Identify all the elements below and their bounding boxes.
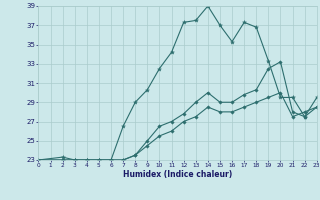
X-axis label: Humidex (Indice chaleur): Humidex (Indice chaleur) [123, 170, 232, 179]
